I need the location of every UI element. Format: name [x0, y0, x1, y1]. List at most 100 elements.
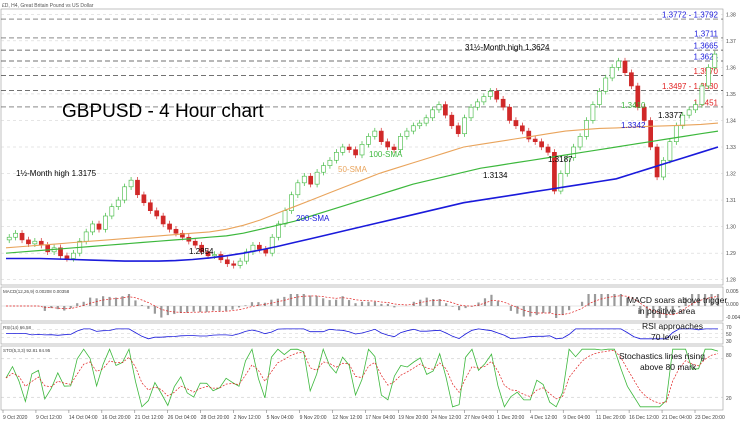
- x-tick-label: 9 Oct 2020: [3, 415, 28, 421]
- x-tick-label: 5 Nov 04:00: [267, 415, 294, 421]
- stoch-tick-20: 20: [726, 396, 732, 402]
- stochastic-comment-line2: above 80 mark: [640, 362, 697, 372]
- candle-body: [417, 122, 423, 127]
- rsi-tick-30: 30: [726, 339, 732, 345]
- y-tick-label: 1.28: [726, 278, 736, 284]
- x-tick-label: 28 Oct 20:00: [201, 415, 230, 421]
- candle-body: [481, 96, 487, 103]
- candle-body: [135, 179, 140, 196]
- candle-body: [26, 239, 31, 245]
- candle-body: [346, 146, 352, 150]
- macd-tick-top: 0.005: [726, 289, 739, 295]
- candle-body: [385, 141, 391, 148]
- macd-tick-mid: 0.000: [726, 302, 739, 308]
- stoch-signal-line: [5, 349, 719, 404]
- annotation-31month-high: 31½-Month high 1.3624: [465, 43, 550, 52]
- candle-body: [199, 244, 204, 253]
- stochastic-series: [1, 347, 723, 408]
- candle-body: [532, 138, 538, 142]
- candle-body: [314, 171, 320, 185]
- candle-body: [494, 90, 500, 100]
- candle-body: [584, 120, 589, 137]
- level-label: 1.3772 - 1.3792: [662, 11, 719, 20]
- y-tick-label: 1.31: [726, 198, 736, 204]
- candle-body: [449, 114, 455, 127]
- candle-body: [237, 260, 243, 266]
- candle-body: [699, 85, 705, 105]
- candle-body: [552, 152, 557, 192]
- candle-body: [622, 60, 628, 73]
- x-tick-label: 21 Dec 04:00: [662, 415, 692, 421]
- x-tick-label: 24 Nov 12:00: [431, 415, 461, 421]
- candle-body: [571, 146, 577, 158]
- candle-body: [641, 106, 647, 121]
- candle-body: [70, 252, 76, 259]
- candle-body: [391, 146, 397, 150]
- candle-body: [500, 98, 506, 108]
- candle-body: [596, 90, 602, 105]
- x-tick-label: 17 Nov 04:00: [365, 415, 395, 421]
- candle-body: [109, 206, 115, 217]
- candle-body: [475, 101, 480, 108]
- x-tick-label: 14 Oct 04:00: [69, 415, 98, 421]
- candle-body: [430, 109, 435, 119]
- level-label: 1.3451: [694, 98, 719, 107]
- sma-200-line: [6, 146, 719, 262]
- candle-body: [577, 136, 583, 148]
- candle-body: [616, 60, 621, 68]
- candle-body: [372, 130, 378, 137]
- x-tick-label: 19 Nov 20:00: [398, 415, 428, 421]
- candle-body: [410, 125, 416, 132]
- annotation-1-3134: 1.3134: [483, 171, 508, 180]
- candle-body: [654, 146, 660, 178]
- candle-body: [340, 146, 346, 153]
- x-tick-label: 11 Dec 20:00: [596, 415, 626, 421]
- macd-series: [1, 294, 723, 318]
- candle-body: [603, 77, 609, 92]
- candle-body: [398, 136, 403, 150]
- macd-comment-line1: MACD soars above trigger: [627, 295, 727, 305]
- candle-body: [96, 223, 102, 230]
- rsi-series: [1, 328, 723, 340]
- candle-body: [282, 210, 288, 225]
- y-tick-label: 1.38: [726, 12, 736, 18]
- y-tick-label: 1.29: [726, 251, 736, 257]
- price-candles: [6, 50, 718, 269]
- level-label: 1.3665: [694, 42, 719, 51]
- y-tick-label: 1.34: [726, 118, 736, 124]
- candle-body: [6, 236, 12, 241]
- sma-100-line: [5, 130, 719, 254]
- annotation-1-3377: 1.3377: [658, 111, 683, 120]
- price-axis: 1.38 1.37 1.36 1.35 1.34 1.33 1.32 1.31 1.30 1.29…: [726, 12, 736, 283]
- candle-body: [661, 159, 666, 178]
- candle-body: [32, 240, 38, 245]
- candle-body: [167, 223, 172, 230]
- level-label: 1.3497 - 1.3530: [662, 82, 719, 91]
- x-tick-label: 21 Oct 12:00: [135, 415, 164, 421]
- candle-body: [224, 259, 230, 265]
- stoch-main-line: [5, 347, 719, 408]
- stochastic-label: STO(5,3,3) 92.81 84.95: [3, 348, 51, 353]
- candle-body: [378, 130, 384, 142]
- x-tick-label: 16 Dec 12:00: [629, 415, 659, 421]
- candle-body: [539, 141, 544, 148]
- candle-body: [673, 125, 679, 142]
- candle-body: [436, 104, 442, 111]
- chart-title: GBPUSD - 4 Hour chart: [62, 101, 264, 122]
- candle-body: [327, 159, 333, 166]
- x-tick-label: 9 Nov 20:00: [300, 415, 327, 421]
- annotation-1-3187: 1.3187: [548, 155, 573, 164]
- candle-body: [13, 232, 18, 238]
- candle-body: [648, 120, 654, 148]
- candle-body: [128, 179, 134, 188]
- candle-body: [45, 244, 51, 253]
- candle-body: [443, 104, 448, 116]
- candle-body: [147, 202, 153, 211]
- label-200-sma: 200-SMA: [296, 214, 330, 223]
- annotation-1-3342: 1.3342: [621, 121, 646, 130]
- candle-body: [103, 215, 108, 230]
- candle-body: [462, 117, 467, 135]
- candle-body: [115, 199, 121, 208]
- candle-body: [507, 106, 512, 121]
- y-tick-label: 1.35: [726, 92, 736, 98]
